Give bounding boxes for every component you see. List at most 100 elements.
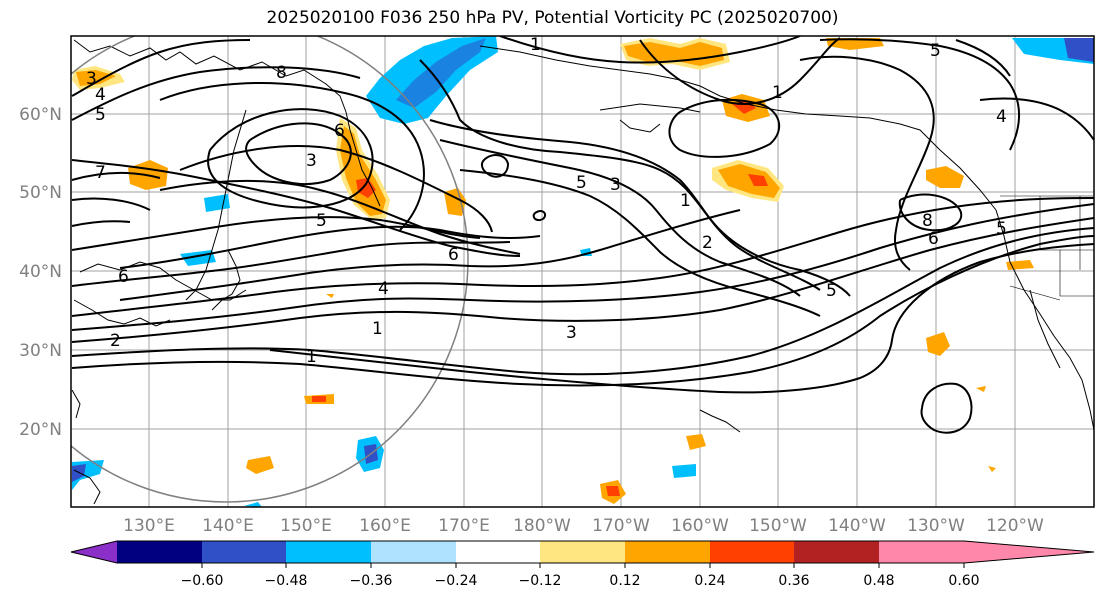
pv-contour [71, 66, 361, 121]
contour-label: 5 [996, 219, 1007, 239]
colorbar-tick-label: 0.12 [609, 573, 640, 589]
lon-label: 160°W [671, 516, 729, 536]
coastline [73, 469, 101, 505]
pv-contour [639, 37, 841, 105]
coastline [185, 109, 247, 301]
coastline [619, 119, 661, 133]
contour-label: 1 [680, 191, 691, 211]
colorbar-extend-left [71, 541, 117, 563]
pv-contour [459, 169, 821, 317]
pv-contour [207, 108, 374, 209]
contour-label: 3 [86, 69, 97, 89]
pv-contour [955, 39, 1011, 77]
negative-anomaly-core [396, 38, 486, 108]
contour-label: 5 [930, 41, 941, 61]
contour-label: 6 [334, 121, 345, 141]
pv-contour [71, 220, 131, 227]
pv-contour [429, 119, 821, 291]
coastline [345, 111, 381, 207]
contour-label: 3 [306, 151, 317, 171]
pv-contour [179, 145, 493, 233]
positive-anomaly-patch [686, 434, 706, 450]
contour-label: 1 [306, 347, 317, 367]
pv-contour [819, 38, 1021, 151]
pv-contour [71, 159, 521, 257]
coastline [599, 103, 701, 113]
negative-anomaly-patch [204, 194, 230, 212]
pv-contour [71, 235, 1094, 387]
coastline [73, 299, 171, 327]
colorbar-tick-label: −0.36 [350, 573, 393, 589]
contour-label: 8 [922, 211, 933, 231]
pv-contour [532, 210, 546, 222]
colorbar: −0.60 −0.48 −0.36 −0.24 −0.12 0.12 0.24 … [70, 540, 1095, 589]
lat-label: 50°N [19, 183, 62, 203]
contour-label: 5 [576, 173, 587, 193]
latitude-labels: 60°N 50°N 40°N 30°N 20°N [19, 105, 62, 440]
lon-label: 120°W [986, 516, 1044, 536]
contour-label: 1 [772, 83, 783, 103]
colorbar-segment [625, 541, 710, 563]
contour-label: 3 [610, 175, 621, 195]
pv-contour [898, 193, 963, 232]
positive-anomaly-patch [826, 38, 884, 50]
colorbar-tick-label: −0.12 [519, 573, 562, 589]
pv-contour [71, 217, 1094, 343]
colorbar-tick-label: −0.24 [435, 573, 478, 589]
colorbar-tick-label: 0.60 [948, 573, 979, 589]
contour-label: 2 [702, 233, 713, 253]
positive-anomaly-patch [976, 386, 986, 392]
pv-contour [159, 179, 521, 255]
contour-label: 4 [996, 107, 1007, 127]
pv-contour [668, 98, 781, 158]
positive-anomaly-patch [76, 70, 116, 86]
pv-contour [71, 197, 1094, 317]
pv-contour [269, 243, 1094, 394]
contour-labels: 8 5 4 3 5 7 3 6 5 6 6 4 2 1 1 3 1 3 2 5 … [86, 35, 1007, 367]
contour-label: 4 [378, 279, 389, 299]
colorbar-segment [202, 541, 286, 563]
positive-anomaly-core [606, 486, 620, 496]
longitude-labels: 130°E 140°E 150°E 160°E 170°E 180°W 170°… [123, 516, 1044, 536]
pv-contour [419, 59, 851, 297]
colorbar-extend-right [964, 541, 1094, 563]
contour-label: 1 [372, 319, 383, 339]
lon-label: 140°E [202, 516, 254, 536]
border [1009, 285, 1061, 301]
lat-label: 30°N [19, 341, 62, 361]
lat-label: 20°N [19, 420, 62, 440]
positive-anomaly-patch [246, 456, 274, 474]
contour-label: 3 [566, 323, 577, 343]
pv-contour [920, 382, 973, 434]
positive-anomaly-patch [988, 466, 996, 472]
colorbar-segment [286, 541, 371, 563]
coastline [995, 209, 1094, 431]
colorbar-segment [879, 541, 964, 563]
colorbar-segment [117, 541, 202, 563]
lon-label: 140°W [828, 516, 886, 536]
contour-label: 5 [826, 281, 837, 301]
coastline [479, 45, 997, 211]
colorbar-tick-label: 0.48 [863, 573, 894, 589]
lon-label: 130°E [123, 516, 175, 536]
contour-label: 7 [95, 163, 106, 183]
positive-anomaly-patch [718, 164, 780, 198]
lat-label: 60°N [19, 105, 62, 125]
coastline [699, 409, 741, 433]
lon-label: 180°W [513, 516, 571, 536]
colorbar-segment [710, 541, 794, 563]
negative-anomaly-patch [672, 464, 696, 478]
pv-contour [71, 227, 1094, 376]
contour-label: 6 [118, 267, 129, 287]
contour-label: 1 [530, 35, 541, 55]
lon-label: 150°E [280, 516, 332, 536]
pv-contour [480, 154, 510, 178]
colorbar-ticks [201, 563, 965, 568]
lon-label: 160°E [359, 516, 411, 536]
coastline [71, 389, 81, 419]
coastline [79, 261, 247, 301]
pv-contour [245, 122, 352, 186]
pv-contour [71, 197, 151, 211]
lon-label: 130°W [907, 516, 965, 536]
pv-contour [119, 225, 541, 269]
